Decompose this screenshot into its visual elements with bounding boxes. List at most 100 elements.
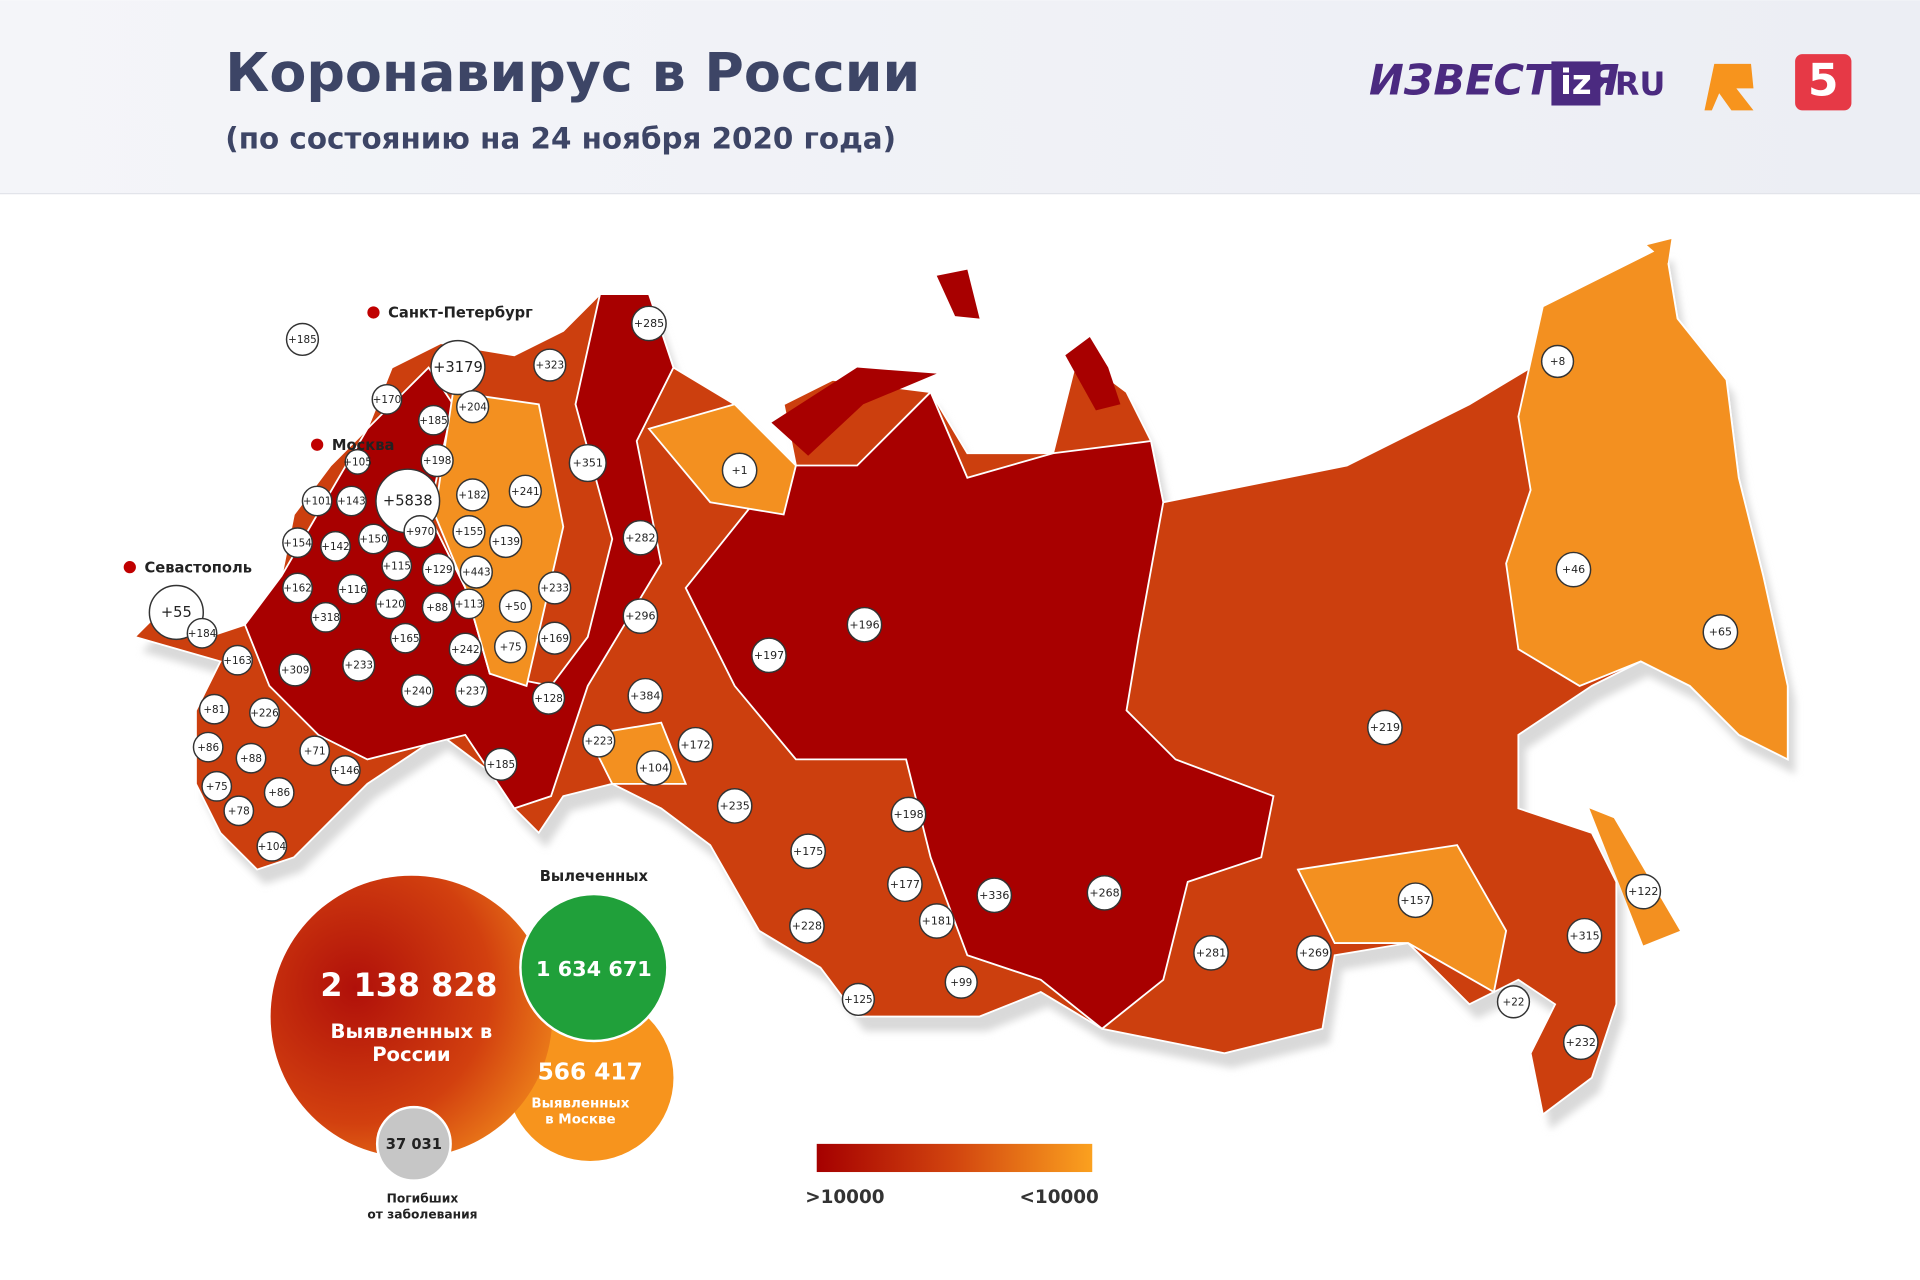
bubble-circle xyxy=(582,724,616,758)
bubble-circle xyxy=(841,982,876,1017)
region-bubble: +146 xyxy=(329,754,361,786)
bubble-label: +113 xyxy=(455,598,484,610)
bubble-circle xyxy=(310,601,342,633)
bubble-circle xyxy=(498,589,533,623)
bubble-label: +55 xyxy=(161,604,192,621)
bubble-label: +143 xyxy=(337,496,366,508)
region-bubble: +336 xyxy=(976,877,1013,914)
bubble-label: +318 xyxy=(311,612,340,624)
bubble-circle xyxy=(1566,917,1603,954)
bubble-circle xyxy=(256,830,288,862)
bubble-label: +1 xyxy=(731,464,747,477)
region-bubble: +75 xyxy=(201,770,233,802)
moscow-label: в Москве xyxy=(545,1112,616,1127)
bubble-circle xyxy=(285,322,320,357)
region-bubble: +181 xyxy=(918,903,955,939)
island xyxy=(936,269,980,319)
bubble-circle xyxy=(375,588,407,620)
bubble-circle xyxy=(192,731,224,763)
bubble-circle xyxy=(459,555,493,589)
bubble-label: +116 xyxy=(338,584,367,596)
city-dot xyxy=(311,438,324,451)
bubble-circle xyxy=(1625,873,1662,910)
region-bubble: +172 xyxy=(677,726,714,763)
moscow-value: 566 417 xyxy=(538,1058,643,1085)
bubble-circle xyxy=(538,571,572,605)
bubble-circle xyxy=(381,550,413,582)
region-bubble: +175 xyxy=(790,833,827,870)
bubble-label: +162 xyxy=(283,583,312,595)
bubble-circle xyxy=(1496,985,1531,1019)
bubble-label: +46 xyxy=(1562,563,1585,576)
region-bubble: +240 xyxy=(400,674,435,708)
bubble-circle xyxy=(198,693,230,725)
region-bubble: +237 xyxy=(454,674,489,708)
deaths-circle xyxy=(375,1105,452,1182)
region-bubble: +81 xyxy=(198,693,230,725)
bubble-circle xyxy=(489,524,523,559)
stats: 2 138 828 Выявленных в России Вылеченных… xyxy=(270,868,674,1221)
bubble-label: +269 xyxy=(1299,946,1329,959)
region-bubble: +323 xyxy=(533,348,567,382)
bubble-circle xyxy=(301,485,333,517)
bubble-circle xyxy=(186,617,218,649)
bubble-circle xyxy=(538,621,572,655)
region-bubble: +162 xyxy=(282,572,313,604)
region-bubble: +105 xyxy=(343,448,372,475)
region-bubble: +219 xyxy=(1367,709,1403,746)
bubble-label: +88 xyxy=(240,753,262,765)
bubble-label: +232 xyxy=(1566,1036,1596,1049)
region-bubble: +139 xyxy=(489,524,523,559)
region-bubble: +223 xyxy=(582,724,616,758)
region-bubble: +318 xyxy=(310,601,342,633)
city-label: Севастополь xyxy=(144,559,252,576)
bubble-circle xyxy=(421,552,456,587)
bubble-label: +50 xyxy=(505,601,527,613)
bubble-label: +88 xyxy=(426,602,448,614)
bubble-circle xyxy=(418,404,449,436)
region-bubble: +198 xyxy=(420,443,454,478)
bubble-circle xyxy=(918,903,955,939)
legend-low: <10000 xyxy=(1020,1187,1099,1208)
bubble-label: +122 xyxy=(1628,885,1658,898)
deaths-label: Погибших xyxy=(387,1191,459,1205)
region-bubble: +115 xyxy=(381,550,413,582)
bubble-label: +323 xyxy=(536,360,565,372)
bubble-label: +268 xyxy=(1089,886,1119,899)
region-bubble: +8 xyxy=(1540,344,1575,379)
region-bubble: +241 xyxy=(508,474,542,508)
bubble-label: +86 xyxy=(197,742,219,754)
bubble-circle xyxy=(677,726,714,763)
bubble-circle xyxy=(400,674,435,708)
region-bubble: +177 xyxy=(887,866,923,903)
bubble-label: +129 xyxy=(424,564,453,576)
bubble-circle xyxy=(282,527,313,559)
bubble-label: +175 xyxy=(793,845,823,858)
bubble-label: +165 xyxy=(391,633,420,645)
bubble-label: +185 xyxy=(487,759,516,771)
bubble-label: +86 xyxy=(268,787,290,799)
bubble-label: +237 xyxy=(457,685,486,697)
bubble-label: +71 xyxy=(304,745,326,757)
logo-ren xyxy=(1704,63,1754,111)
bubble-circle xyxy=(1397,882,1434,919)
region-bubble: +228 xyxy=(789,908,825,944)
city-dot xyxy=(123,561,136,574)
bubble-circle xyxy=(631,305,667,342)
subtitle: (по состоянию на 24 ноября 2020 года) xyxy=(225,121,896,155)
bubble-circle xyxy=(1540,344,1575,379)
region-bubble: +165 xyxy=(389,622,421,654)
bubble-circle xyxy=(636,750,672,786)
bubble-label: +177 xyxy=(890,878,920,891)
city-dot xyxy=(367,306,380,319)
bubble-label: +970 xyxy=(406,526,435,538)
title: Коронавирус в России xyxy=(225,41,920,104)
region-bubble: +268 xyxy=(1086,874,1123,911)
bubble-label: +223 xyxy=(585,736,614,748)
bubble-label: +309 xyxy=(281,665,310,677)
region-bubble: +154 xyxy=(282,527,313,559)
recovered-title: Вылеченных xyxy=(540,868,649,885)
bubble-circle xyxy=(533,348,567,382)
bubble-label: +197 xyxy=(754,649,784,662)
bubble-circle xyxy=(456,478,490,512)
